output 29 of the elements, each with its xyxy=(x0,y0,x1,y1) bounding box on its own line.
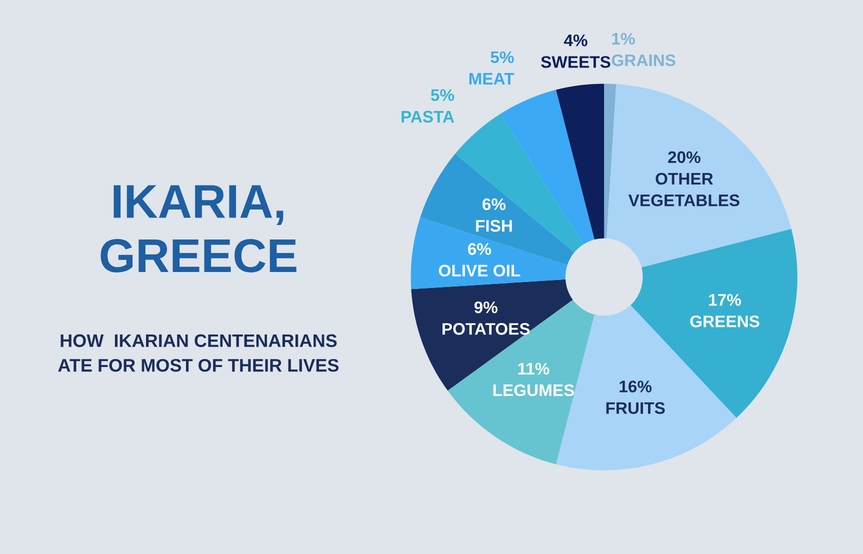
donut-slice xyxy=(420,154,574,266)
data-label: 5% xyxy=(490,51,514,64)
slice-label: GREENS xyxy=(690,316,760,328)
slice-label: PASTA xyxy=(402,110,454,123)
text: IKARIA, GREECE xyxy=(100,185,296,272)
data-label: 16% xyxy=(620,380,652,392)
slice-label: FISH xyxy=(476,220,512,232)
slice-label: SWEETS xyxy=(541,56,610,68)
donut-slice xyxy=(604,84,616,238)
donut-slice xyxy=(556,84,604,240)
data-label: 1% xyxy=(612,32,635,45)
donut-slice xyxy=(410,217,568,290)
data-label: 11% xyxy=(518,362,550,375)
data-label: 17% xyxy=(709,294,742,306)
slice-label: GRAINS xyxy=(612,54,676,66)
donut-slice xyxy=(606,84,792,268)
slice-label: MEAT xyxy=(469,73,514,85)
data-label: 6% xyxy=(482,198,506,210)
data-label: 4% xyxy=(564,34,588,46)
data-label: 20% xyxy=(668,151,700,164)
slice-label: OTHER VEGETABLES xyxy=(628,172,740,206)
data-label: 5% xyxy=(430,89,454,102)
data-label: 9% xyxy=(474,301,498,314)
slice-label: LEGUMES xyxy=(493,384,574,396)
text: HOW IKARIAN CENTENARIANS ATE FOR MOST OF THEIR LIVES xyxy=(58,334,339,372)
slice-label: FRUITS xyxy=(606,402,665,414)
slice-label: POTATOES xyxy=(442,323,530,335)
data-label: 6% xyxy=(468,243,492,255)
slice-label: OLIVE OIL xyxy=(438,264,520,277)
